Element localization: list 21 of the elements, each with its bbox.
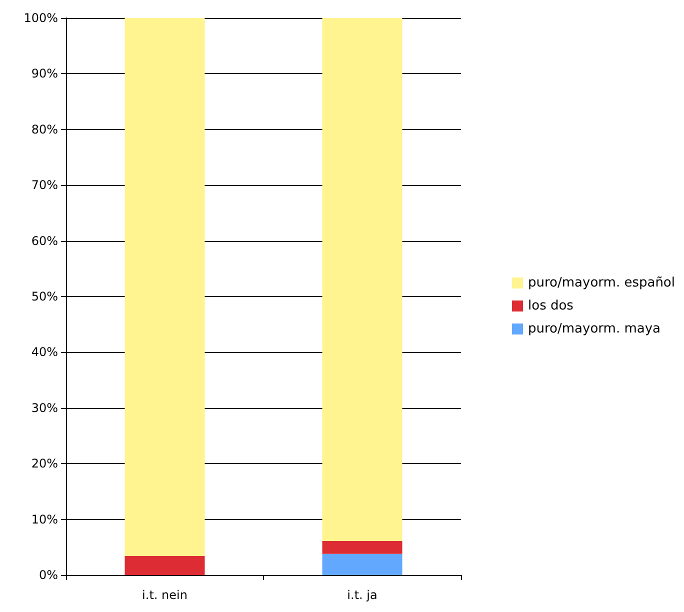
y-tick-label: 70% [31, 178, 58, 192]
y-tick-label: 20% [31, 456, 58, 471]
y-tick-label: 40% [31, 345, 58, 360]
y-tick-label: 30% [31, 400, 58, 415]
x-tick-label: i.t. nein [142, 588, 188, 602]
y-tick-label: 90% [31, 66, 58, 81]
x-tick-label: i.t. ja [347, 588, 378, 602]
legend-label: puro/mayorm. maya [528, 322, 660, 336]
bar [124, 556, 205, 575]
bar [322, 541, 402, 554]
y-tick-label: 10% [31, 512, 58, 526]
y-tick-label: 50% [31, 290, 58, 304]
y-tick-label: 60% [31, 234, 58, 248]
y-tick-label: 100% [24, 11, 58, 25]
y-tick-label: 80% [31, 122, 58, 136]
legend-label: los dos [528, 298, 574, 314]
legend-label: puro/mayorm. español [528, 276, 675, 290]
bar [322, 18, 402, 542]
y-tick-label: 0% [38, 568, 58, 582]
bar [124, 18, 205, 556]
bar [322, 554, 402, 575]
